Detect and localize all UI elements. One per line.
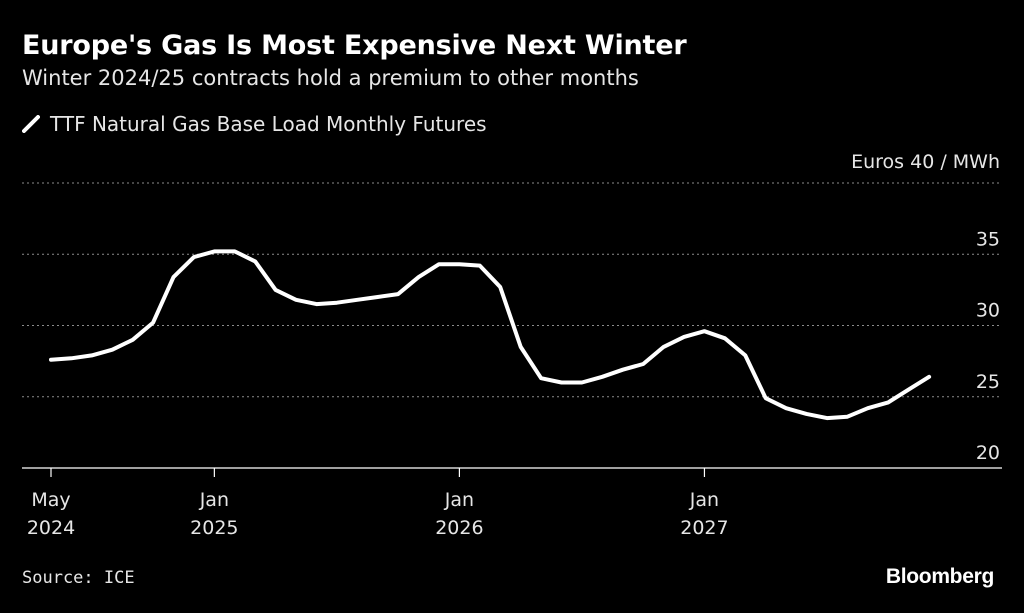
x-tick-label: Jan xyxy=(199,489,229,511)
x-axis: May 2024 Jan 2025 Jan 2026 Jan 2027 xyxy=(22,467,1002,539)
y-tick-label: 30 xyxy=(976,300,1000,322)
series-layer xyxy=(49,249,932,421)
bloomberg-logo: Bloomberg xyxy=(885,565,994,588)
y-tick-label: 25 xyxy=(976,371,1000,393)
x-tick-label: Jan xyxy=(444,489,474,511)
y-tick-label: 35 xyxy=(976,228,1000,250)
legend-swatch-icon xyxy=(22,115,40,133)
chart-title: Europe's Gas Is Most Expensive Next Wint… xyxy=(22,30,687,61)
x-tick-label-year: 2025 xyxy=(190,517,238,539)
legend-label: TTF Natural Gas Base Load Monthly Future… xyxy=(50,112,487,136)
x-tick-label: Jan xyxy=(689,489,719,511)
x-tick-label: May xyxy=(31,489,70,511)
x-tick-label-year: 2027 xyxy=(680,517,728,539)
series-line xyxy=(49,249,932,421)
x-tick-label-year: 2026 xyxy=(435,517,483,539)
y-unit-label: Euros 40 / MWh xyxy=(851,151,1000,173)
x-tick-label-year: 2024 xyxy=(27,517,75,539)
legend: TTF Natural Gas Base Load Monthly Future… xyxy=(22,112,487,136)
y-tick-label: 20 xyxy=(976,442,1000,464)
source-note: Source: ICE xyxy=(22,568,135,588)
chart-subtitle: Winter 2024/25 contracts hold a premium … xyxy=(22,66,639,90)
y-axis-ticks: 35 30 25 20 xyxy=(976,228,1000,464)
